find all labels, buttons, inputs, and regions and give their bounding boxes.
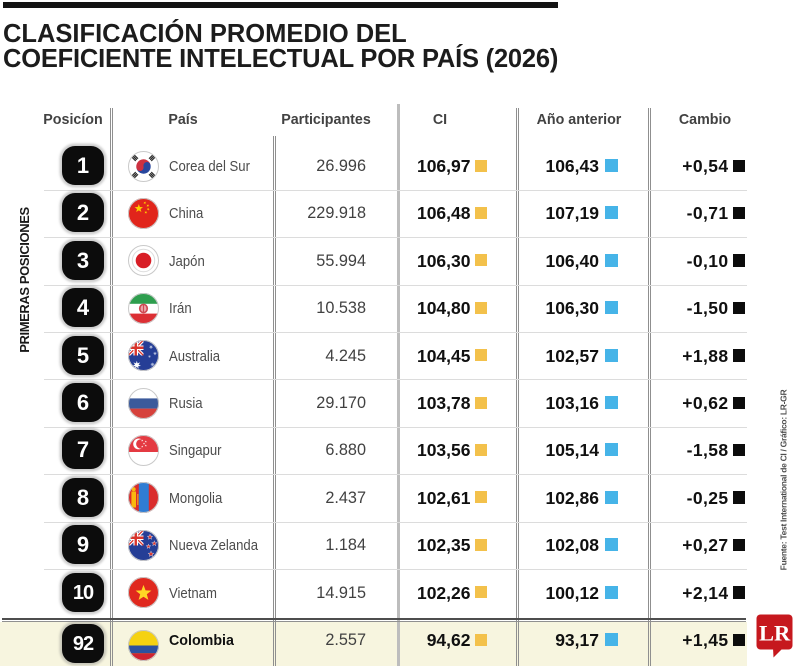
svg-text:LR: LR	[759, 620, 791, 645]
